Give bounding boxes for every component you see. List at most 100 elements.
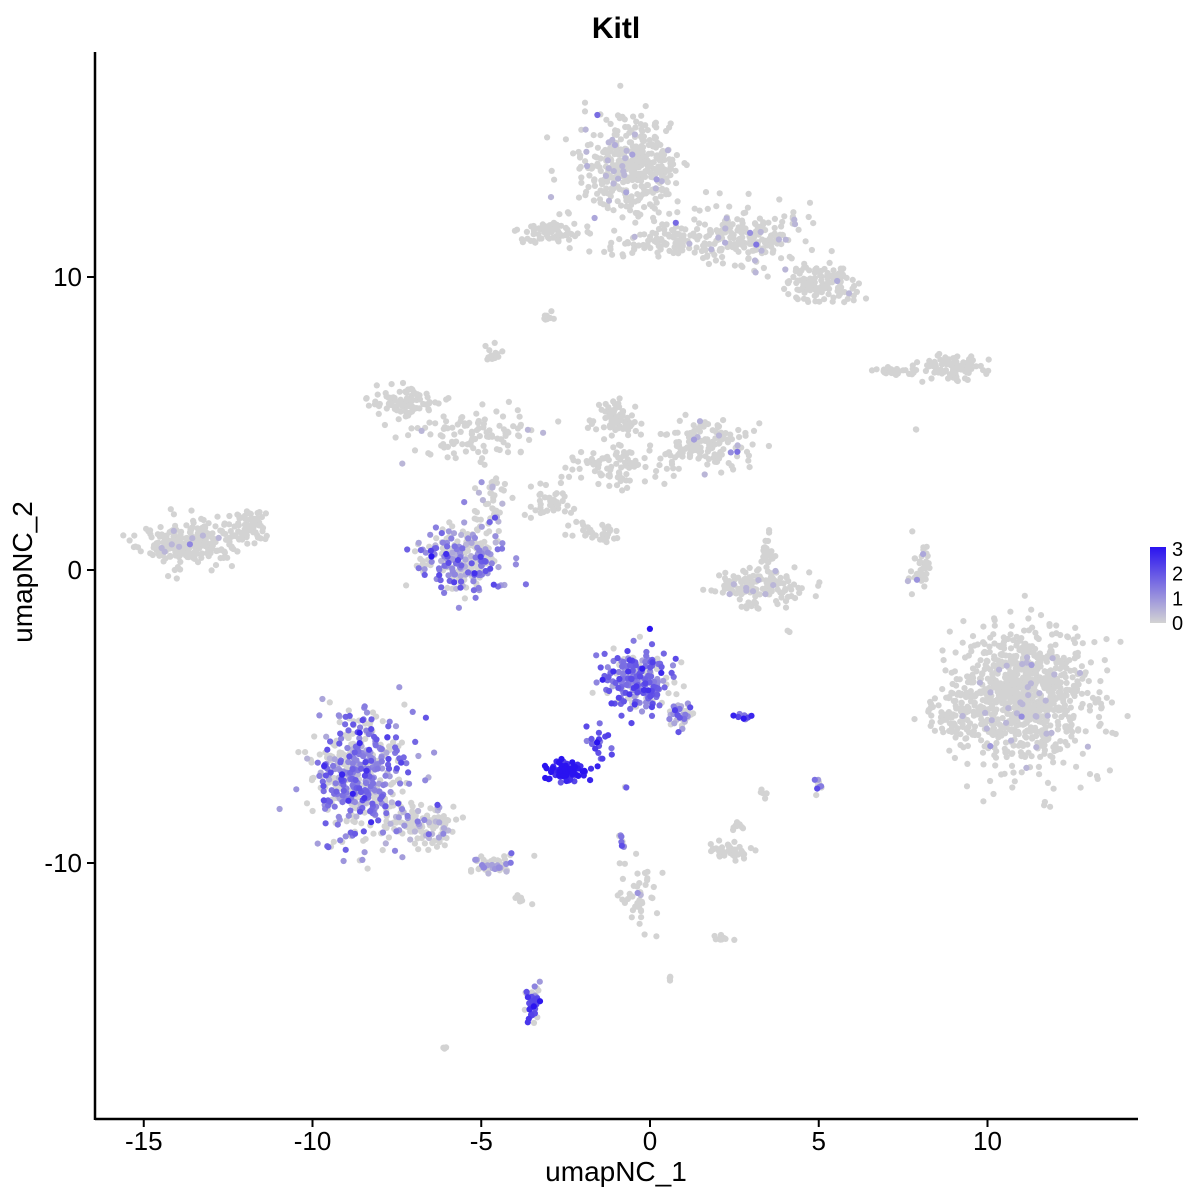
cell-point [747, 845, 755, 852]
cell-point [1079, 700, 1086, 708]
cell-point [988, 717, 995, 724]
cell-point [1063, 679, 1070, 687]
cell-point [656, 702, 663, 709]
cell-point [1082, 728, 1089, 735]
cell-point [636, 920, 643, 927]
cell-point [674, 441, 681, 448]
cell-point [651, 205, 658, 212]
cell-point [728, 463, 735, 470]
cell-point [190, 517, 197, 525]
cell-point [1053, 630, 1060, 637]
cell-point [736, 434, 743, 441]
cell-point [653, 910, 661, 917]
cell-point [438, 584, 445, 591]
cell-point [689, 444, 697, 451]
cell-point [794, 296, 801, 303]
cell-point [631, 183, 639, 190]
cell-point [475, 425, 482, 432]
cell-point [979, 749, 987, 756]
cell-point [686, 240, 693, 247]
cell-point [486, 347, 493, 354]
cell-point [1025, 692, 1032, 699]
y-tick-label: -10 [44, 848, 82, 878]
cell-point [624, 414, 631, 421]
cell-point [409, 708, 416, 716]
cell-point [345, 812, 352, 819]
cell-point [445, 572, 452, 579]
cell-point [1018, 713, 1025, 720]
cell-point [618, 842, 626, 849]
cell-point [519, 239, 527, 246]
cell-point [700, 586, 707, 593]
cell-point [641, 455, 648, 462]
cell-point [690, 436, 698, 443]
cell-point [408, 799, 415, 807]
cell-point [523, 228, 531, 235]
cell-point [828, 248, 835, 255]
cell-point [900, 367, 907, 374]
cell-point [691, 205, 698, 212]
cell-point [743, 576, 750, 583]
cell-point [630, 637, 637, 644]
cell-point [678, 659, 685, 666]
cell-point [731, 936, 738, 944]
cell-point [1028, 753, 1035, 760]
cell-point [1008, 737, 1015, 744]
cell-point [346, 712, 353, 720]
cell-point [663, 431, 671, 438]
cell-point [352, 777, 359, 784]
cell-point [476, 570, 483, 577]
cell-point [999, 652, 1006, 659]
cell-point [722, 225, 729, 232]
cell-point [634, 158, 641, 165]
cell-point [449, 440, 456, 447]
cell-point [1023, 764, 1030, 772]
cell-point [817, 272, 824, 279]
cell-point [753, 241, 760, 248]
cell-point [191, 555, 198, 563]
cell-point [320, 797, 327, 804]
cell-point [673, 691, 680, 698]
cell-point [647, 442, 654, 449]
cell-point [809, 276, 817, 283]
cell-point [632, 170, 639, 178]
cell-point [303, 800, 311, 807]
cell-point [373, 736, 380, 743]
cell-point [399, 402, 406, 409]
cell-point [472, 856, 479, 863]
cell-point [680, 236, 687, 243]
cell-point [596, 720, 603, 727]
cell-point [1056, 665, 1064, 672]
cell-point [798, 585, 805, 592]
cell-point [962, 735, 969, 742]
cell-point [451, 543, 458, 550]
cell-point [604, 157, 611, 164]
cell-point [998, 771, 1005, 778]
cell-point [770, 582, 777, 589]
cell-point [707, 229, 715, 236]
cell-point [359, 717, 366, 724]
cell-point [1033, 634, 1040, 641]
cell-point [963, 726, 970, 733]
cell-point [1051, 712, 1059, 720]
cell-point [468, 560, 475, 567]
cell-point [969, 692, 976, 699]
cell-point [395, 814, 402, 821]
cell-point [177, 558, 184, 566]
cell-point [403, 760, 410, 767]
cell-point [790, 273, 797, 281]
cell-point [254, 509, 261, 517]
cell-point [1086, 702, 1093, 710]
cell-point [664, 147, 672, 154]
cell-point [527, 514, 535, 521]
cell-point [800, 275, 807, 282]
cell-point [251, 521, 258, 528]
cell-point [414, 818, 421, 825]
cell-point [657, 193, 664, 200]
cell-point [531, 852, 538, 859]
cell-point [726, 591, 733, 598]
cell-point [1098, 705, 1105, 712]
cell-point [600, 201, 607, 208]
cell-point [595, 401, 603, 408]
cell-point [778, 223, 785, 230]
